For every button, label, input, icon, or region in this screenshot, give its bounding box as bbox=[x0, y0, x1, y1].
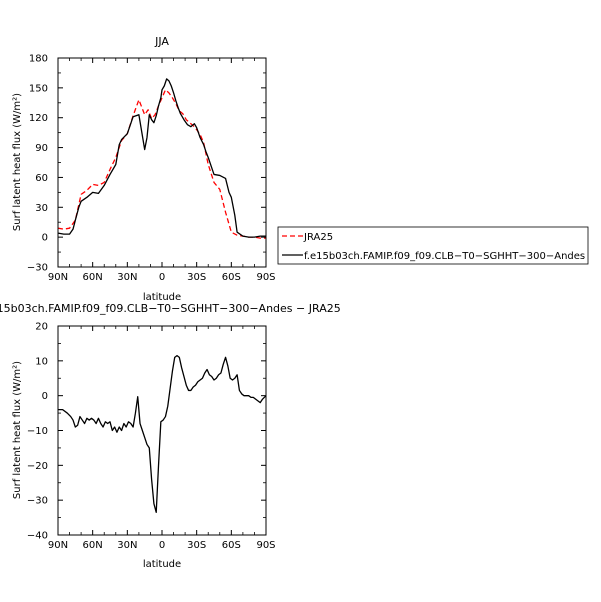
top-x-tick-label: 90N bbox=[48, 272, 68, 283]
top-plot-title: JJA bbox=[154, 35, 169, 48]
top-x-axis-title: latitude bbox=[143, 292, 181, 303]
bottom-panel: f.e15b03ch.FAMIP.f09_f09.CLB−T0−SGHHT−30… bbox=[0, 302, 341, 570]
top-x-tick-label: 90S bbox=[256, 272, 275, 283]
top-x-tick-label: 30S bbox=[187, 272, 206, 283]
top-y-tick-label: 0 bbox=[42, 233, 48, 244]
top-y-tick-label: 180 bbox=[29, 54, 48, 65]
bottom-y-tick-label: −20 bbox=[27, 461, 48, 472]
top-y-tick-label: 150 bbox=[29, 83, 48, 94]
bottom-y-tick-label: −40 bbox=[27, 531, 48, 542]
top-y-axis-title: Surf latent heat flux (W/m²) bbox=[12, 93, 23, 231]
top-y-tick-label: 120 bbox=[29, 113, 48, 124]
top-series-line-1 bbox=[57, 78, 266, 238]
bottom-x-tick-label: 30N bbox=[117, 540, 137, 551]
bottom-y-tick-label: 0 bbox=[42, 391, 48, 402]
top-y-tick-label: −30 bbox=[27, 263, 48, 274]
legend-label-jra25: JRA25 bbox=[303, 232, 333, 243]
top-series-line-0 bbox=[57, 89, 266, 239]
bottom-y-tick-label: 10 bbox=[35, 356, 48, 367]
bottom-y-tick-label: −10 bbox=[27, 426, 48, 437]
bottom-x-axis-title: latitude bbox=[143, 559, 181, 570]
top-y-tick-label: 60 bbox=[35, 173, 48, 184]
bottom-plot-title: f.e15b03ch.FAMIP.f09_f09.CLB−T0−SGHHT−30… bbox=[0, 302, 341, 315]
top-x-tick-label: 0 bbox=[159, 272, 165, 283]
legend: JRA25 f.e15b03ch.FAMIP.f09_f09.CLB−T0−SG… bbox=[277, 226, 589, 265]
bottom-x-tick-label: 60N bbox=[83, 540, 103, 551]
bottom-x-tick-label: 30S bbox=[187, 540, 206, 551]
bottom-x-tick-label: 0 bbox=[159, 540, 165, 551]
bottom-x-tick-label: 90N bbox=[48, 540, 68, 551]
top-y-tick-label: 90 bbox=[35, 143, 48, 154]
bottom-x-tick-label: 60S bbox=[222, 540, 241, 551]
legend-label-model: f.e15b03ch.FAMIP.f09_f09.CLB−T0−SGHHT−30… bbox=[304, 251, 585, 262]
bottom-y-tick-label: 20 bbox=[35, 322, 48, 333]
bottom-y-axis-title: Surf latent heat flux (W/m²) bbox=[12, 361, 23, 499]
top-panel: JJA 90N 60N 30N 0 30S 60S 90S −30 0 30 60 90 120 150 1… bbox=[12, 35, 589, 303]
bottom-x-tick-label: 90S bbox=[256, 540, 275, 551]
bottom-series-line-0 bbox=[58, 354, 267, 514]
legend-box bbox=[277, 226, 589, 265]
top-x-tick-label: 30N bbox=[117, 272, 137, 283]
bottom-y-tick-label: −30 bbox=[27, 496, 48, 507]
top-y-tick-label: 30 bbox=[35, 203, 48, 214]
bottom-plot-frame bbox=[57, 325, 267, 536]
top-x-tick-label: 60N bbox=[83, 272, 103, 283]
top-x-tick-label: 60S bbox=[222, 272, 241, 283]
